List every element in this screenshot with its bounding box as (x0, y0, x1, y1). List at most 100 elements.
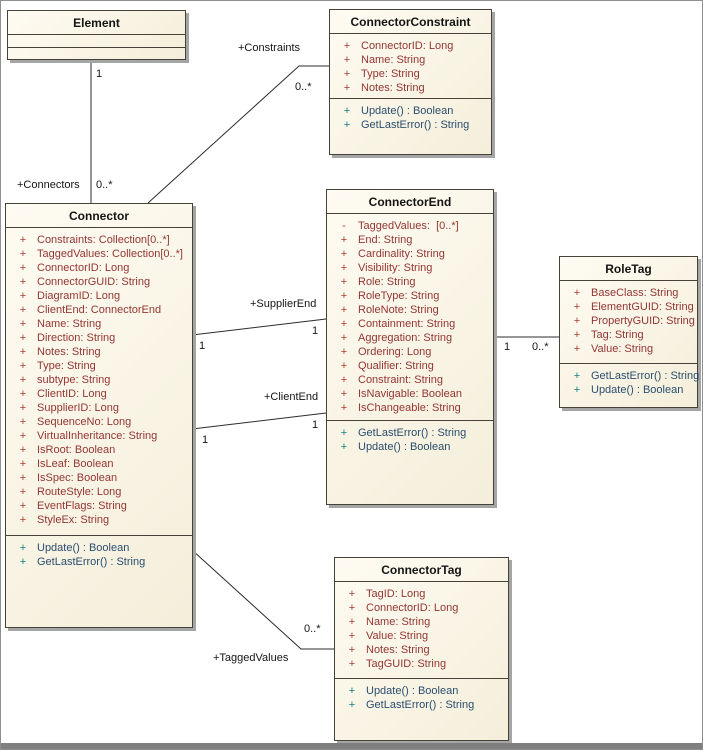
attribute-text: TaggedValues: [0..*] (358, 220, 459, 232)
attribute-text: Direction: String (37, 332, 116, 344)
operation-row: + Update() : Boolean (330, 104, 491, 118)
visibility-sign: + (19, 430, 27, 442)
visibility-sign: + (19, 402, 27, 414)
attribute-row: + IsNavigable: Boolean (327, 387, 493, 401)
attribute-row: + Cardinality: String (327, 247, 493, 261)
operation-text: GetLastError() : String (358, 427, 467, 439)
class-box-connector[interactable]: Connector + Constraints: Collection[0..*]… (5, 203, 193, 628)
operations-compartment (8, 47, 185, 59)
class-box-connectortag[interactable]: ConnectorTag + TagID: Long + ConnectorID: … (334, 557, 509, 741)
class-box-element[interactable]: Element (7, 10, 186, 60)
visibility-sign: + (19, 458, 27, 470)
association-connector-connectorconstraint[interactable] (147, 65, 329, 204)
operation-row: + Update() : Boolean (6, 541, 192, 555)
attribute-text: Value: String (591, 343, 654, 355)
operations-compartment: + Update() : Boolean + GetLastError() : St… (6, 535, 192, 627)
attribute-text: IsLeaf: Boolean (37, 458, 114, 470)
attribute-row: + Value: String (560, 342, 697, 356)
visibility-sign: + (348, 699, 356, 711)
attribute-text: RoleType: String (358, 290, 440, 302)
attribute-text: Visibility: String (358, 262, 433, 274)
attribute-text: Name: String (366, 616, 431, 628)
visibility-sign: + (19, 332, 27, 344)
multiplicity-label-constraints: 0..* (295, 81, 312, 93)
attribute-text: ConnectorID: Long (37, 262, 130, 274)
attribute-row: + ClientID: Long (6, 387, 192, 401)
class-box-roletag[interactable]: RoleTag + BaseClass: String + ElementGUID:… (559, 256, 699, 408)
attribute-text: ClientID: Long (37, 388, 107, 400)
visibility-sign: + (19, 472, 27, 484)
visibility-sign: + (19, 486, 27, 498)
role-label-supplierend: +SupplierEnd (250, 298, 317, 310)
operations-compartment: + Update() : Boolean + GetLastError() : St… (330, 98, 491, 154)
attribute-row: + ConnectorID: Long (335, 601, 508, 615)
association-supplierend[interactable] (191, 318, 327, 336)
visibility-sign: + (19, 290, 27, 302)
visibility-sign: + (19, 304, 27, 316)
visibility-sign: + (340, 441, 348, 453)
attribute-text: SupplierID: Long (37, 402, 119, 414)
attribute-row: + Ordering: Long (327, 345, 493, 359)
attribute-text: RoleNote: String (358, 304, 439, 316)
visibility-sign: + (343, 40, 351, 52)
attribute-row: + Notes: String (6, 345, 192, 359)
attribute-row: + End: String (327, 233, 493, 247)
visibility-sign: + (19, 360, 27, 372)
attribute-row: + subtype: String (6, 373, 192, 387)
role-label-connectors: +Connectors (17, 179, 80, 191)
class-box-connectorend[interactable]: ConnectorEnd - TaggedValues: [0..*] + End:… (326, 189, 494, 505)
attribute-text: Value: String (366, 630, 429, 642)
attribute-text: Containment: String (358, 318, 456, 330)
attributes-compartment: + BaseClass: String + ElementGUID: String … (560, 281, 697, 363)
attribute-text: TaggedValues: Collection[0..*] (37, 248, 183, 260)
attribute-text: IsChangeable: String (358, 402, 461, 414)
multiplicity-label-connectors: 0..* (96, 179, 113, 191)
visibility-sign: + (19, 346, 27, 358)
attribute-row: + RouteStyle: Long (6, 485, 192, 499)
attribute-row: + EventFlags: String (6, 499, 192, 513)
visibility-sign: + (19, 374, 27, 386)
attribute-text: Tag: String (591, 329, 644, 341)
multiplicity-label-supplierend-left: 1 (199, 340, 206, 352)
visibility-sign: + (340, 290, 348, 302)
attribute-text: Constraint: String (358, 374, 443, 386)
operations-compartment: + GetLastError() : String + Update() : Boo… (560, 363, 699, 407)
attribute-row: + Notes: String (335, 643, 508, 657)
attribute-row: + Role: String (327, 275, 493, 289)
class-title: Element (8, 11, 185, 35)
visibility-sign: + (19, 248, 27, 260)
attribute-text: DiagramID: Long (37, 290, 121, 302)
attribute-row: + PropertyGUID: String (560, 314, 697, 328)
class-box-connectorconstraint[interactable]: ConnectorConstraint + ConnectorID: Long +… (329, 9, 492, 155)
operations-compartment: + Update() : Boolean + GetLastError() : St… (335, 678, 508, 740)
attribute-row: + Constraint: String (327, 373, 493, 387)
attribute-text: Notes: String (366, 644, 430, 656)
association-connector-connectortag[interactable] (191, 549, 334, 650)
visibility-sign: + (19, 318, 27, 330)
visibility-sign: + (19, 276, 27, 288)
visibility-sign: + (19, 444, 27, 456)
attribute-text: TagGUID: String (366, 658, 447, 670)
visibility-sign: + (19, 514, 27, 526)
attributes-compartment: + TagID: Long + ConnectorID: Long + Name: S… (335, 582, 508, 678)
visibility-sign: + (340, 276, 348, 288)
attribute-row: + StyleEx: String (6, 513, 192, 527)
attribute-row: + ConnectorID: Long (6, 261, 192, 275)
attribute-text: Type: String (37, 360, 96, 372)
attribute-row: + SupplierID: Long (6, 401, 192, 415)
attribute-row: + SequenceNo: Long (6, 415, 192, 429)
visibility-sign: + (348, 644, 356, 656)
attribute-row: + DiagramID: Long (6, 289, 192, 303)
visibility-sign: + (573, 343, 581, 355)
attribute-text: PropertyGUID: String (591, 315, 695, 327)
attribute-text: End: String (358, 234, 413, 246)
attribute-row: + Name: String (335, 615, 508, 629)
class-title: ConnectorEnd (327, 190, 493, 214)
operation-row: + GetLastError() : String (335, 698, 508, 712)
attribute-text: Type: String (361, 68, 420, 80)
visibility-sign: + (573, 370, 581, 382)
operation-row: + Update() : Boolean (335, 684, 508, 698)
multiplicity-label-clientend-left: 1 (202, 434, 209, 446)
association-clientend[interactable] (191, 412, 327, 430)
attribute-row: + TaggedValues: Collection[0..*] (6, 247, 192, 261)
